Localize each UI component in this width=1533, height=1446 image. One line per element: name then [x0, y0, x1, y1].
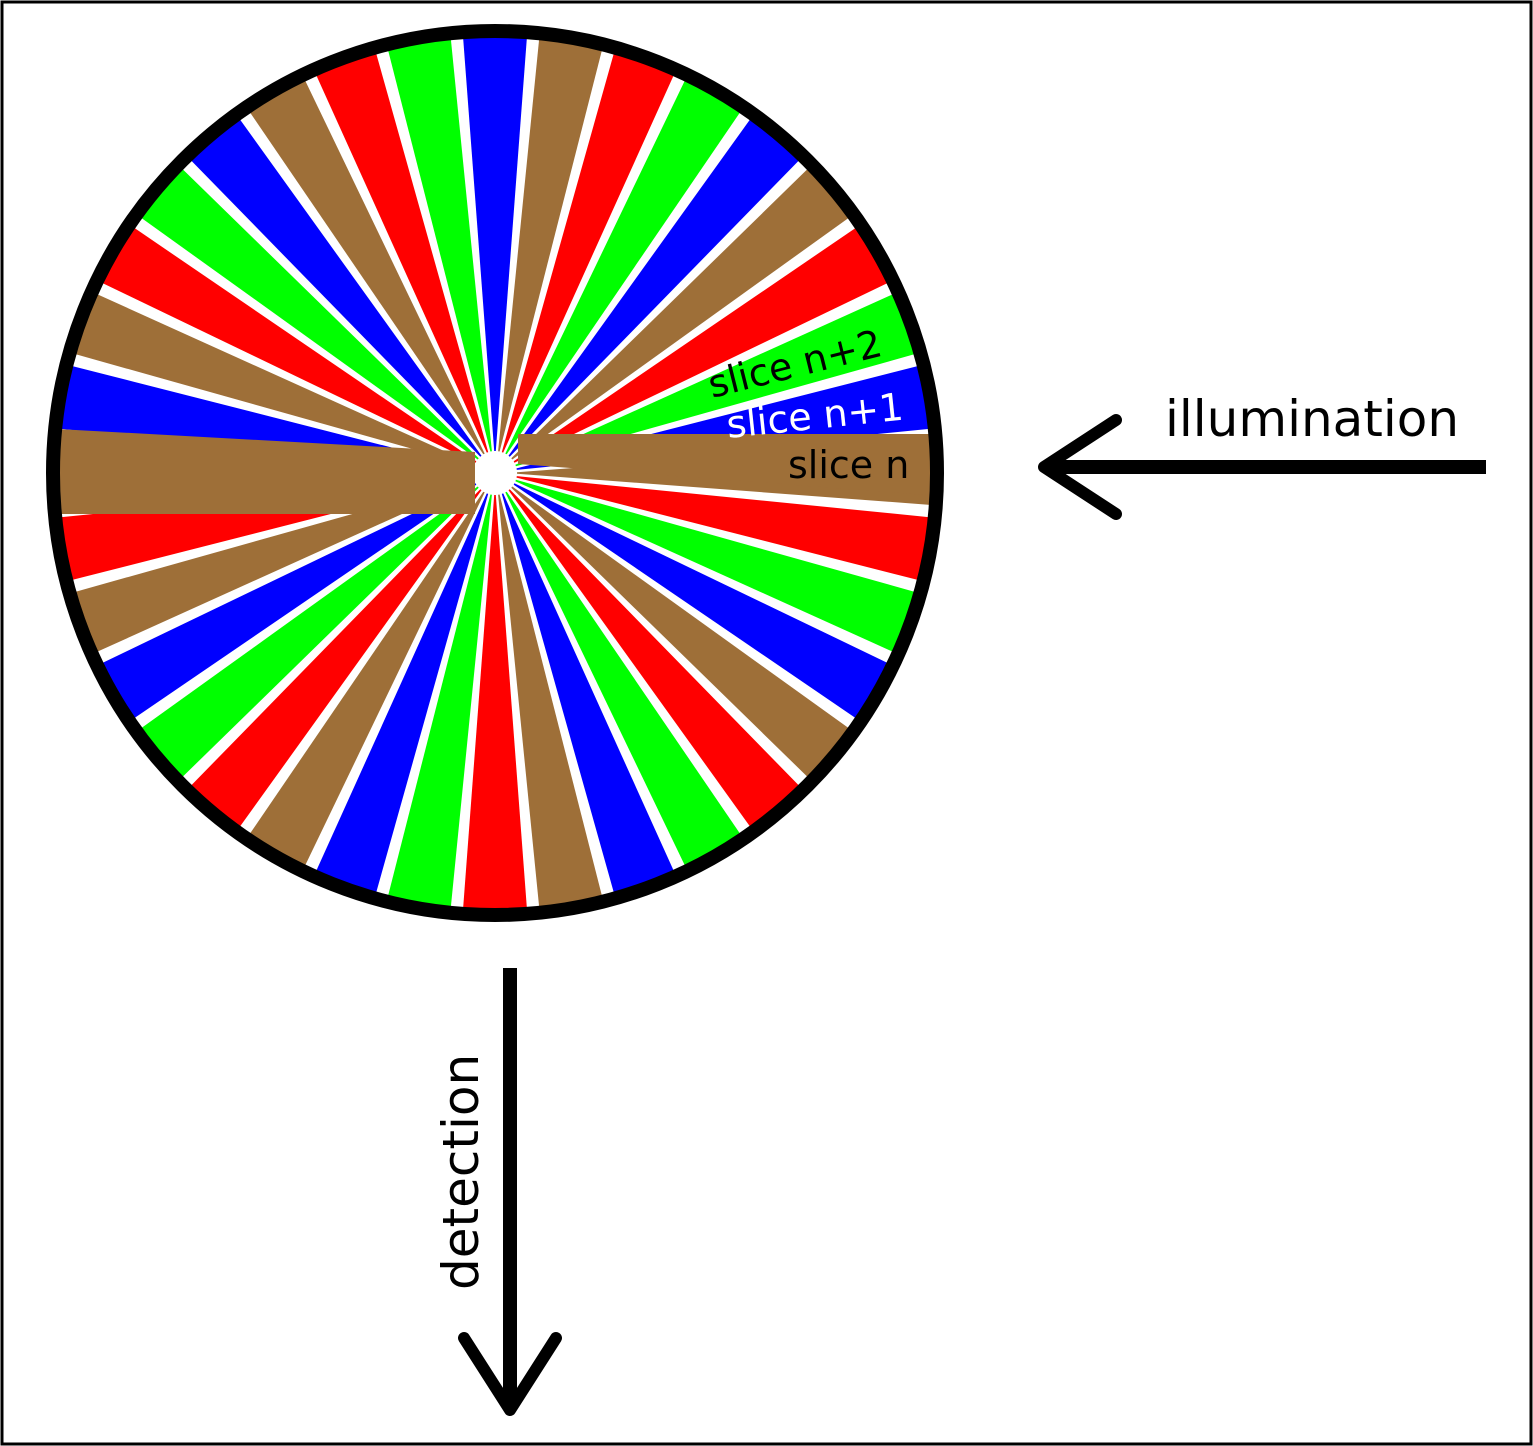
slice-33 [513, 483, 919, 738]
slice-n-band-right [518, 434, 933, 496]
slice-2 [515, 280, 933, 467]
slice-6 [505, 49, 760, 455]
wheel-outline [46, 24, 944, 922]
slice-25 [302, 493, 489, 911]
slice-n-band-left [57, 428, 475, 514]
slice-23 [167, 489, 482, 855]
slice-12 [230, 49, 485, 455]
slice-wheel [46, 24, 944, 922]
slice-13 [167, 91, 482, 457]
slice-5 [508, 91, 823, 457]
slice-3 [513, 208, 919, 463]
slice-14 [113, 145, 479, 460]
wheel-center-hole [477, 455, 513, 491]
slice-31 [508, 489, 823, 855]
slice-17 [57, 357, 474, 470]
illumination-label: illumination [1165, 390, 1459, 448]
slice-11 [302, 35, 489, 453]
slice-20 [57, 479, 475, 666]
slice-24 [230, 491, 485, 897]
slice-9 [460, 35, 530, 451]
slice-8 [498, 35, 611, 452]
slice-26 [379, 494, 492, 911]
slice-28 [498, 494, 611, 911]
arrow-left-icon [1038, 414, 1486, 520]
arrow-down-icon [458, 968, 562, 1416]
slice-21 [71, 483, 477, 738]
slice-7 [501, 35, 688, 453]
slice-16 [57, 280, 475, 467]
slice-22 [113, 486, 479, 801]
slice-32 [511, 486, 877, 801]
slice-35 [516, 476, 933, 589]
slice-group [57, 35, 933, 911]
slice-15 [71, 208, 477, 463]
slice-29 [501, 493, 688, 911]
slice-27 [460, 495, 530, 911]
detection-label: detection [432, 1054, 490, 1290]
slice-4 [511, 145, 877, 460]
slice-30 [505, 491, 760, 897]
slice-10 [379, 35, 492, 452]
slice-n-label: slice n [788, 443, 909, 487]
slice-34 [515, 479, 933, 666]
